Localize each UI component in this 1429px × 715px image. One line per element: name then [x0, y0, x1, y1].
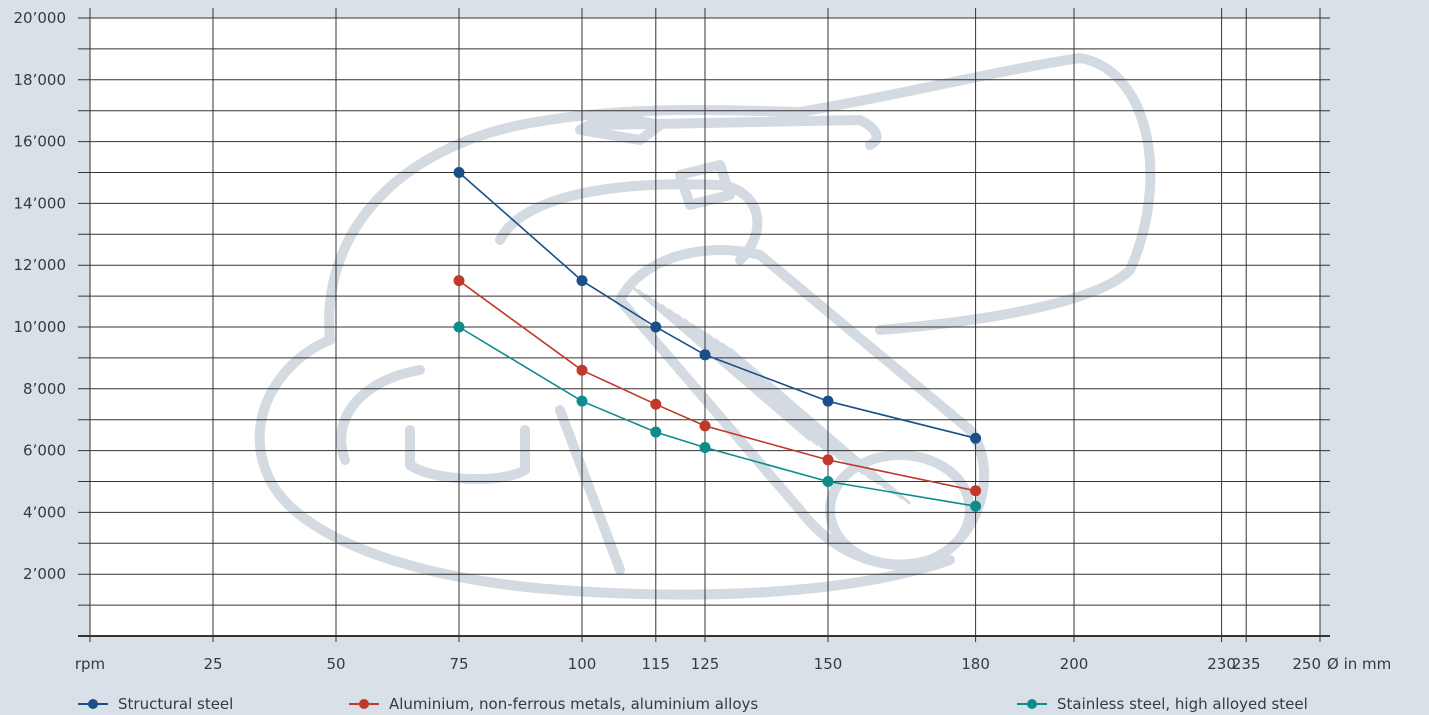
data-point — [822, 454, 834, 466]
data-point — [699, 420, 711, 432]
data-point — [576, 364, 588, 376]
y-tick-label: 8’000 — [23, 380, 66, 398]
data-point — [970, 485, 982, 497]
x-tick-label: 150 — [814, 655, 843, 673]
series-line — [458, 280, 976, 492]
x-tick-label: rpm — [75, 655, 105, 673]
series-2 — [453, 321, 982, 512]
data-point — [822, 476, 834, 487]
series-0 — [453, 167, 982, 444]
x-tick-label: 180 — [961, 655, 990, 673]
x-axis-title: Ø in mm — [1327, 655, 1391, 673]
series-group — [453, 167, 982, 512]
x-tick-label: 230 — [1207, 655, 1236, 673]
data-point — [699, 349, 711, 361]
y-tick-label: 4’000 — [23, 503, 66, 521]
data-point — [699, 442, 711, 454]
x-tick-label: 100 — [568, 655, 597, 673]
data-point — [576, 395, 588, 407]
series-line — [458, 171, 976, 439]
y-tick-label: 6’000 — [23, 442, 66, 460]
y-tick-label: 20’000 — [14, 9, 67, 27]
y-tick-label: 12’000 — [14, 256, 67, 274]
grid-vertical — [89, 8, 1321, 642]
y-tick-label: 2’000 — [23, 565, 66, 583]
x-tick-label: 235 — [1232, 655, 1261, 673]
series-line — [458, 326, 976, 507]
data-point — [650, 321, 662, 333]
data-point — [650, 398, 662, 410]
data-point — [576, 275, 588, 287]
x-tick-label: 200 — [1060, 655, 1089, 673]
data-point — [453, 275, 465, 287]
x-tick-label: 250 — [1292, 655, 1321, 673]
hatch-line — [729, 347, 912, 505]
data-point — [970, 500, 982, 512]
x-tick-label: 125 — [691, 655, 720, 673]
x-tick-label: 115 — [641, 655, 670, 673]
y-tick-label: 16’000 — [14, 133, 67, 151]
data-point — [453, 321, 465, 333]
data-point — [970, 432, 982, 444]
y-tick-label: 10’000 — [14, 318, 67, 336]
y-tick-labels: 2’000 4’000 6’000 8’000 10’000 12’000 14’000 16… — [14, 9, 67, 583]
x-tick-label: 50 — [326, 655, 345, 673]
x-tick-label: 25 — [203, 655, 222, 673]
data-point — [650, 426, 662, 438]
series-1 — [453, 275, 982, 497]
x-tick-label: 75 — [449, 655, 468, 673]
data-point — [822, 395, 834, 407]
y-tick-label: 18’000 — [14, 71, 67, 89]
y-tick-label: 14’000 — [14, 194, 67, 212]
data-point — [453, 167, 465, 178]
grid-horizontal — [78, 17, 1330, 606]
